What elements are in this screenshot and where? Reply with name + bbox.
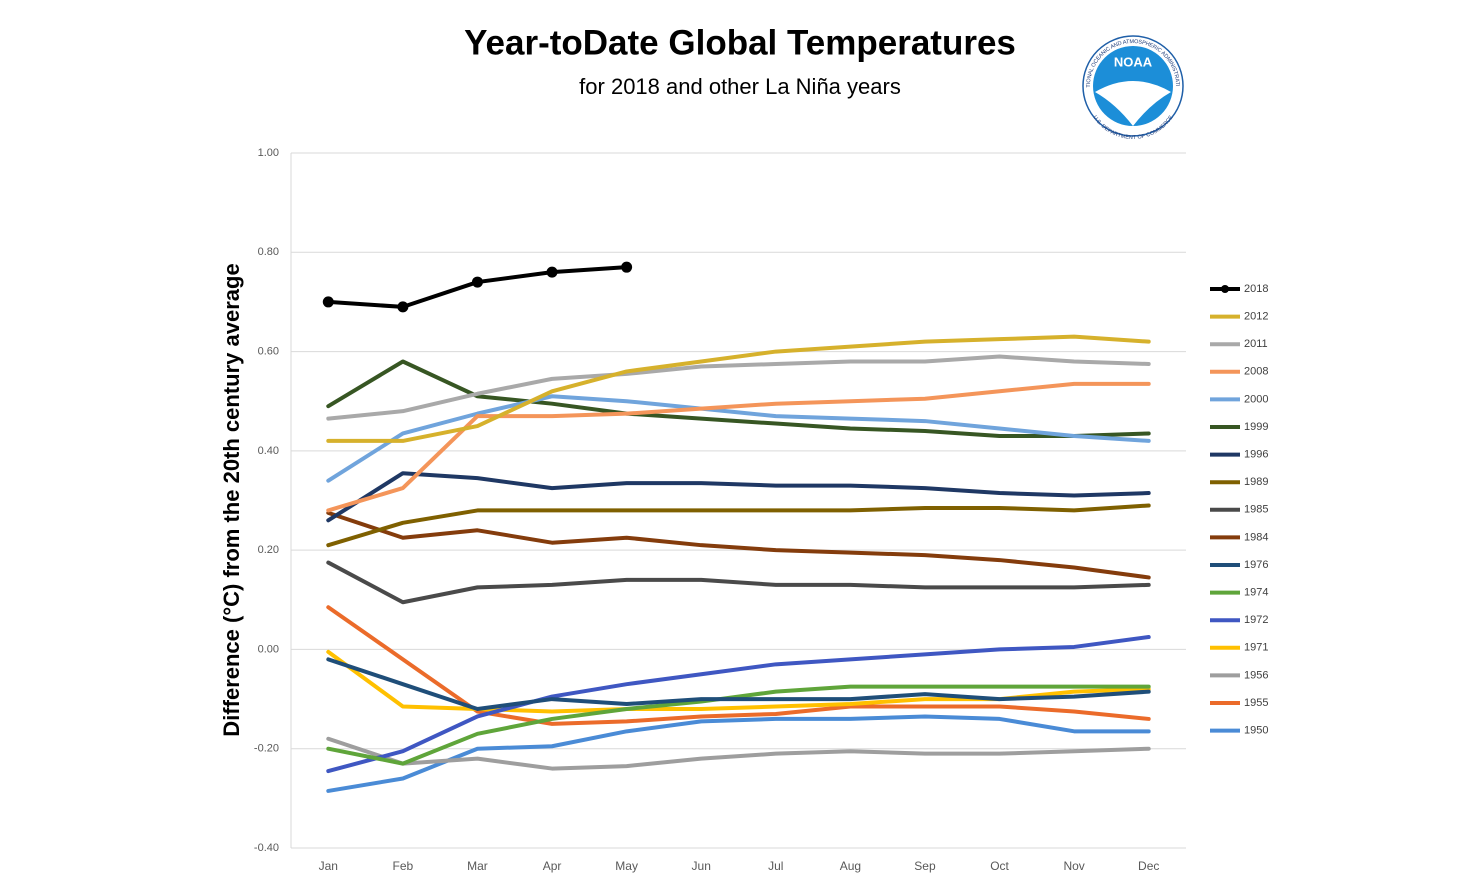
legend-label: 1974: [1244, 587, 1268, 599]
x-tick-label: Sep: [914, 859, 936, 873]
series-line: [326, 714, 1151, 793]
x-tick-label: Nov: [1063, 859, 1084, 873]
logo-bird: [1095, 81, 1171, 126]
y-tick-label: 0.20: [258, 544, 279, 556]
logo: NOAA NATIONAL OCEANIC AND ATMOSPHERIC AD…: [0, 0, 1184, 141]
x-tick-label: Aug: [840, 859, 861, 873]
legend-label: 2000: [1244, 393, 1268, 405]
chart-title: Year-toDate Global Temperatures: [464, 23, 1016, 62]
legend-label: 2012: [1244, 311, 1268, 323]
series-line: [326, 471, 1151, 523]
series-line: [326, 503, 1151, 548]
series-line: [326, 510, 1151, 580]
series-line: [326, 560, 1151, 605]
x-tick-label: Jul: [768, 859, 783, 873]
logo-text: NOAA: [1114, 54, 1153, 69]
y-axis-label: Difference (°C) from the 20th century av…: [219, 263, 244, 736]
y-tick-label: 0.40: [258, 445, 279, 457]
series-marker: [471, 276, 483, 288]
legend-label: 1972: [1244, 614, 1268, 626]
series-marker: [397, 301, 409, 313]
legend-label: 1976: [1244, 559, 1268, 571]
y-tick-label: 1.00: [258, 147, 279, 159]
y-tick-label: 0.80: [258, 246, 279, 258]
series-marker: [322, 296, 334, 308]
chart-subtitle: for 2018 and other La Niña years: [579, 74, 901, 99]
legend-label: 1984: [1244, 531, 1268, 543]
x-tick-label: Mar: [467, 859, 488, 873]
y-tick-label: -0.40: [254, 842, 279, 854]
legend-label: 1956: [1244, 669, 1268, 681]
x-tick-label: Jan: [319, 859, 338, 873]
series-line: [326, 334, 1151, 443]
legend-label: 2018: [1244, 283, 1268, 295]
x-tick-label: Dec: [1138, 859, 1159, 873]
legend-label: 1971: [1244, 642, 1268, 654]
legend-label: 1999: [1244, 421, 1268, 433]
legend-label: 1985: [1244, 504, 1268, 516]
series-line: [326, 657, 1151, 711]
legend-label: 2011: [1244, 338, 1268, 350]
series-marker: [621, 261, 633, 273]
legend-label: 1955: [1244, 697, 1268, 709]
x-tick-label: Feb: [393, 859, 414, 873]
x-tick-label: Jun: [692, 859, 711, 873]
legend-label: 1996: [1244, 449, 1268, 461]
series-marker: [546, 266, 558, 278]
series-line: [326, 359, 1151, 438]
y-tick-label: 0.60: [258, 345, 279, 357]
series-line: [326, 381, 1151, 513]
y-tick-label: -0.20: [254, 743, 279, 755]
series-line: [326, 635, 1151, 774]
legend-label: 1989: [1244, 476, 1268, 488]
legend-label: 1950: [1244, 725, 1268, 737]
x-tick-label: May: [615, 859, 638, 873]
x-tick-label: Oct: [990, 859, 1009, 873]
x-tick-label: Apr: [543, 859, 562, 873]
series-line: [326, 684, 1151, 766]
y-tick-label: 0.00: [258, 643, 279, 655]
series-line: [326, 649, 1151, 714]
legend-label: 2008: [1244, 366, 1268, 378]
legend-marker: [1221, 285, 1229, 293]
series-line: [326, 394, 1151, 483]
series-line: [326, 354, 1151, 421]
series-line: [326, 736, 1151, 771]
